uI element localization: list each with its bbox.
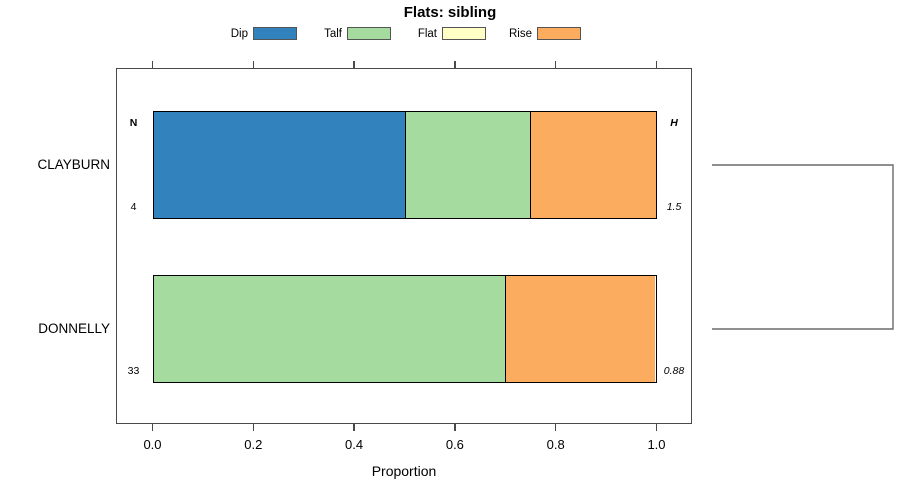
bar-segment-talf [404,112,530,218]
bar-segment-rise [530,112,656,218]
x-tick-label: 0.4 [345,437,364,452]
h-column-header: H [670,117,678,129]
top-tick [151,61,154,68]
legend-entry-dip: Dip [218,26,297,41]
dendrogram-bracket [712,164,894,330]
category-label-donnelly: DONNELLY [38,321,110,336]
legend-swatch-flat [442,27,486,40]
bottom-tick [454,424,456,431]
bottom-tick [252,424,255,431]
x-axis-title: Proportion [371,463,437,479]
bar-segment-talf [153,276,505,382]
bottom-tick [151,424,154,431]
top-tick [554,61,557,68]
legend-swatch-dip [253,27,297,40]
top-tick [252,61,255,68]
x-tick-label: 1.0 [647,437,666,452]
legend-swatch-talf [347,27,391,40]
top-tick [353,61,355,68]
n-value-donnelly: 33 [127,365,140,377]
h-value-donnelly: 0.88 [663,365,685,377]
bar-segment-dip [153,112,405,218]
h-value-clayburn: 1.5 [666,201,682,213]
legend-entry-flat: Flat [407,26,486,41]
bar-donnelly [152,275,657,383]
legend-swatch-rise [537,27,581,40]
legend-entry-rise: Rise [502,26,581,41]
legend-label: Talf [324,27,342,40]
category-label-clayburn: CLAYBURN [37,157,110,172]
bar-clayburn [152,111,657,219]
legend-label: Rise [508,27,532,40]
x-tick-label: 0.0 [143,437,162,452]
top-tick [655,61,658,68]
legend-entry-talf: Talf [312,26,391,41]
bar-segment-rise [504,276,656,382]
n-value-clayburn: 4 [130,201,137,213]
legend-label: Flat [417,27,437,40]
bottom-tick [554,424,557,431]
legend-label: Dip [230,27,248,40]
n-column-header: N [129,117,138,129]
x-tick-label: 0.2 [244,437,263,452]
x-tick-label: 0.8 [546,437,565,452]
top-tick [454,61,456,68]
bottom-tick [655,424,658,431]
bottom-tick [353,424,355,431]
plot-border [116,68,692,424]
chart-title: Flats: sibling [403,4,497,21]
x-tick-label: 0.6 [445,437,464,452]
